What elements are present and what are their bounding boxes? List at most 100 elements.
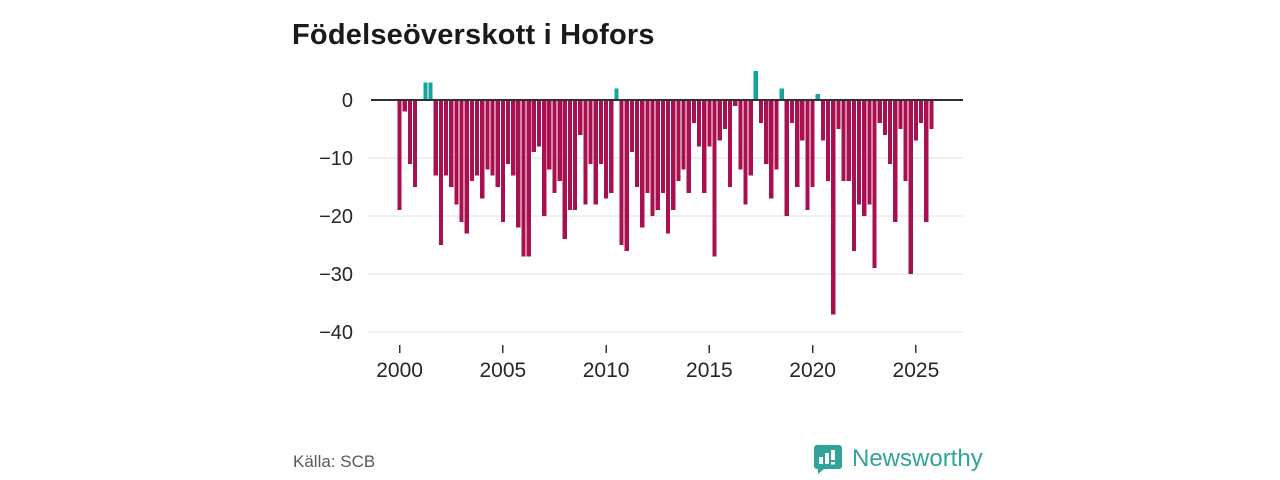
bar-2016Q4 [743, 100, 748, 205]
bar-2020Q2 [815, 94, 820, 100]
bar-2025Q3 [924, 100, 929, 222]
bar-2017Q2 [753, 71, 758, 100]
bar-2014Q3 [696, 100, 702, 147]
bar-2012Q4 [660, 100, 666, 193]
bar-2009Q2 [588, 100, 593, 164]
bar-2013Q1 [665, 100, 671, 234]
bar-2000Q4 [412, 100, 418, 187]
bar-2023Q3 [882, 100, 888, 135]
bar-2013Q3 [676, 100, 681, 182]
bar-2003Q4 [474, 100, 480, 176]
bar-2013Q4 [681, 100, 686, 170]
bar-2006Q2 [526, 100, 531, 257]
bar-2010Q4 [619, 100, 624, 245]
bar-2017Q1 [748, 100, 753, 176]
bar-2002Q3 [449, 100, 454, 187]
bar-2010Q3 [614, 88, 619, 100]
bar-2024Q3 [903, 100, 908, 182]
bar-2022Q1 [851, 100, 857, 251]
bar-2009Q1 [583, 100, 588, 205]
bar-2009Q3 [593, 100, 598, 205]
bar-2005Q1 [500, 100, 505, 222]
y-tick-label-−30: −30 [319, 264, 353, 286]
bar-2018Q1 [769, 100, 774, 199]
bar-2015Q3 [717, 100, 722, 141]
newsworthy-logo-icon [814, 445, 842, 474]
bar-2006Q1 [521, 100, 526, 257]
bar-2024Q4 [908, 100, 913, 274]
bar-2017Q3 [758, 100, 764, 124]
bar-2000Q2 [402, 100, 407, 112]
bar-2006Q4 [536, 100, 542, 147]
bar-2003Q2 [464, 100, 469, 234]
x-tick-label-2015: 2015 [686, 359, 733, 382]
bar-2019Q3 [800, 100, 805, 141]
bar-2001Q2 [423, 82, 428, 100]
bar-2003Q3 [469, 100, 474, 182]
bar-2021Q4 [846, 100, 851, 182]
bar-2020Q4 [826, 100, 831, 182]
bar-2007Q2 [547, 100, 552, 170]
bar-2012Q1 [645, 100, 650, 193]
bar-2004Q1 [480, 100, 485, 199]
bar-2015Q2 [712, 100, 717, 257]
bar-2022Q3 [862, 100, 867, 216]
bar-2008Q4 [578, 100, 583, 135]
bar-2014Q1 [686, 100, 691, 193]
bar-2013Q2 [671, 100, 676, 211]
bar-2010Q2 [609, 100, 614, 193]
bar-2020Q3 [820, 100, 826, 141]
bar-2008Q1 [562, 100, 567, 240]
bar-2011Q2 [629, 100, 635, 153]
x-tick-label-2010: 2010 [583, 359, 630, 382]
bar-2002Q4 [454, 100, 459, 205]
bar-2015Q4 [722, 100, 727, 129]
brand-name: Newsworthy [852, 445, 983, 472]
bar-2014Q2 [691, 100, 696, 124]
bar-2022Q4 [867, 100, 872, 205]
bar-2004Q4 [495, 100, 500, 187]
bar-2000Q3 [407, 100, 413, 164]
x-tick-label-2025: 2025 [893, 359, 940, 382]
bar-2019Q4 [805, 100, 810, 211]
bar-2025Q2 [918, 100, 924, 124]
bar-2023Q4 [887, 100, 893, 164]
bar-2016Q2 [733, 100, 738, 106]
bar-2025Q4 [929, 100, 934, 129]
bar-2001Q3 [428, 82, 433, 100]
x-tick-label-2020: 2020 [789, 359, 836, 382]
bar-2005Q2 [505, 100, 511, 164]
bar-2018Q4 [784, 100, 789, 216]
bar-2005Q4 [516, 100, 521, 228]
chart-title: Födelseöverskott i Hofors [292, 19, 655, 52]
y-tick-label-0: 0 [342, 90, 353, 112]
bar-2015Q1 [707, 100, 712, 147]
brand: Newsworthy [812, 443, 983, 475]
bar-2021Q3 [841, 100, 846, 182]
bar-chart: 0 −10 −20 −30 −40 2000 2005 2010 2015 2020 2025 [280, 55, 980, 395]
bar-2004Q2 [485, 100, 490, 170]
bar-2018Q2 [774, 100, 779, 170]
bar-2003Q1 [459, 100, 464, 222]
bar-2004Q3 [490, 100, 495, 176]
bar-2011Q4 [640, 100, 645, 228]
bar-2017Q4 [764, 100, 769, 164]
bar-2019Q1 [789, 100, 795, 124]
bar-2019Q2 [795, 100, 800, 187]
bar-2022Q2 [857, 100, 862, 205]
bar-2012Q3 [655, 100, 660, 211]
bar-2008Q3 [573, 100, 578, 211]
bar-2000Q1 [397, 100, 402, 211]
bar-2011Q1 [624, 100, 629, 251]
y-tick-label-−40: −40 [319, 322, 353, 344]
y-tick-label-−20: −20 [319, 206, 353, 228]
bar-2009Q4 [598, 100, 604, 164]
bar-2006Q3 [531, 100, 536, 153]
bar-2014Q4 [702, 100, 707, 193]
bar-2011Q3 [634, 100, 640, 187]
bar-2025Q1 [913, 100, 918, 141]
bar-2001Q4 [433, 100, 438, 176]
bar-2023Q1 [872, 100, 877, 269]
bar-2007Q1 [542, 100, 547, 216]
